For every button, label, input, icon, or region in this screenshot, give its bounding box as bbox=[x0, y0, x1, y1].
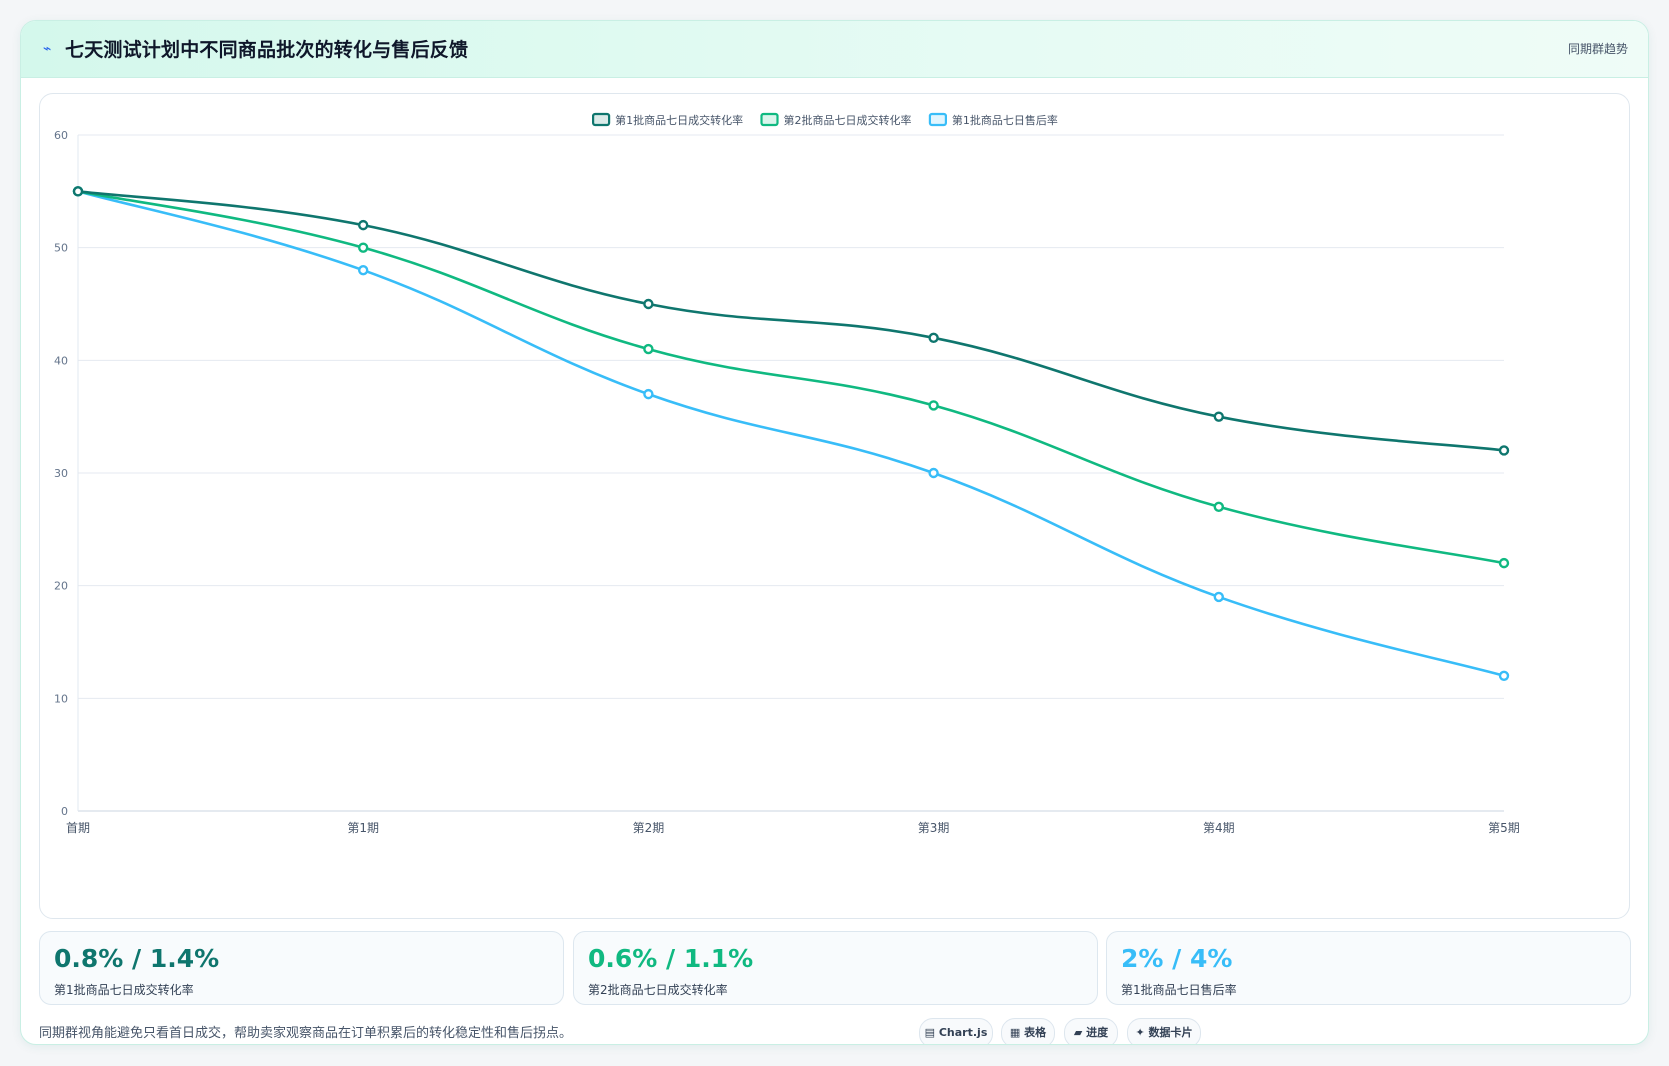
data-point bbox=[1498, 445, 1510, 456]
chart-card: ⌁ 七天测试计划中不同商品批次的转化与售后反馈 同期群趋势 0 10 20 30 40 5… bbox=[20, 20, 1649, 1045]
kpi-card-3: 2% / 4% 第1批商品七日售后率 bbox=[1106, 931, 1631, 1005]
data-point bbox=[358, 264, 369, 276]
y-tick-label: 30 bbox=[54, 467, 68, 480]
x-tick-label: 首期 bbox=[66, 821, 90, 835]
chip-label: 进度 bbox=[1086, 1026, 1109, 1039]
data-point bbox=[643, 388, 654, 400]
data-point bbox=[928, 400, 939, 411]
data-point bbox=[1498, 670, 1510, 681]
y-tick-label: 50 bbox=[54, 242, 68, 255]
chip-table[interactable]: ▦ 表格 bbox=[1001, 1018, 1055, 1044]
data-point bbox=[1213, 411, 1225, 422]
kpi-label: 第2批商品七日成交转化率 bbox=[588, 983, 728, 997]
series-line bbox=[77, 190, 1505, 565]
legend-label: 第2批商品七日成交转化率 bbox=[784, 113, 912, 127]
data-point bbox=[928, 467, 939, 479]
chart-icon: ▤ bbox=[924, 1026, 936, 1039]
table-icon: ▦ bbox=[1009, 1026, 1021, 1039]
y-tick-label: 20 bbox=[54, 580, 68, 593]
kpi-label: 第1批商品七日成交转化率 bbox=[54, 983, 194, 997]
kpi-label: 第1批商品七日售后率 bbox=[1121, 983, 1237, 997]
data-point bbox=[358, 242, 369, 253]
y-tick-label: 10 bbox=[54, 692, 68, 705]
data-point bbox=[72, 186, 84, 197]
chip-label: 表格 bbox=[1024, 1026, 1047, 1039]
legend-label: 第1批商品七日成交转化率 bbox=[615, 113, 743, 127]
series-line bbox=[77, 190, 1505, 452]
kpi-card-2: 0.6% / 1.1% 第2批商品七日成交转化率 bbox=[573, 931, 1098, 1005]
x-tick-label: 第1期 bbox=[347, 821, 379, 835]
legend-swatch bbox=[928, 112, 948, 127]
kpi-card-1: 0.8% / 1.4% 第1批商品七日成交转化率 bbox=[39, 931, 564, 1005]
data-point bbox=[928, 332, 939, 344]
legend-swatch bbox=[591, 112, 611, 127]
data-point bbox=[1213, 501, 1225, 512]
chip-progress[interactable]: ▰ 进度 bbox=[1064, 1018, 1118, 1044]
chip-label: Chart.js bbox=[938, 1026, 988, 1039]
sparkle-icon: ✦ bbox=[1135, 1026, 1145, 1039]
footer-note: 同期群视角能避免只看首日成交，帮助卖家观察商品在订单积累后的转化稳定性和售后拐点… bbox=[39, 1026, 573, 1041]
x-tick-label: 第3期 bbox=[918, 821, 950, 835]
data-point bbox=[643, 298, 654, 310]
chart-area: 0 10 20 30 40 50 60 首期 第1期 第2期 第3期 第4期 第5期 第1批商品七日成交转… bbox=[39, 93, 1630, 919]
legend-label: 第1批商品七日售后率 bbox=[952, 113, 1058, 127]
y-tick-label: 60 bbox=[54, 129, 68, 142]
header-tag[interactable]: 同期群趋势 bbox=[1567, 42, 1628, 56]
y-tick-label: 0 bbox=[61, 805, 68, 818]
data-point bbox=[643, 343, 654, 355]
kpi-value: 0.8% / 1.4% bbox=[54, 944, 220, 973]
x-tick-label: 第4期 bbox=[1203, 821, 1235, 835]
trend-icon: ⌁ bbox=[43, 41, 52, 57]
x-tick-label: 第5期 bbox=[1488, 821, 1520, 835]
data-point bbox=[358, 219, 369, 231]
y-tick-label: 40 bbox=[54, 354, 68, 367]
page-title: 七天测试计划中不同商品批次的转化与售后反馈 bbox=[65, 39, 469, 61]
line-chart: 0 10 20 30 40 50 60 首期 第1期 第2期 第3期 第4期 第5期 第1批商品七日成交转… bbox=[54, 112, 1520, 835]
chip-label: 数据卡片 bbox=[1148, 1026, 1193, 1039]
card-header: ⌁ 七天测试计划中不同商品批次的转化与售后反馈 同期群趋势 bbox=[21, 21, 1648, 78]
data-point bbox=[1498, 557, 1510, 569]
data-point bbox=[1213, 591, 1225, 603]
progress-icon: ▰ bbox=[1073, 1026, 1083, 1039]
x-tick-label: 第2期 bbox=[633, 821, 665, 835]
chip-data-card[interactable]: ✦ 数据卡片 bbox=[1127, 1018, 1201, 1044]
kpi-value: 2% / 4% bbox=[1121, 944, 1233, 973]
kpi-value: 0.6% / 1.1% bbox=[588, 944, 754, 973]
legend-swatch bbox=[760, 112, 779, 127]
series-line bbox=[77, 190, 1505, 678]
chip-chartjs[interactable]: ▤ Chart.js bbox=[919, 1018, 993, 1044]
